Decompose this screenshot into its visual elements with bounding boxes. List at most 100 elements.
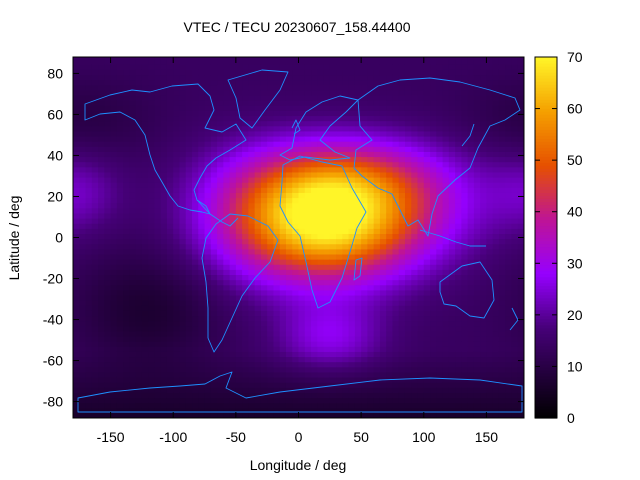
heatmap-cell [79, 259, 87, 265]
heatmap-cell [505, 412, 513, 418]
heatmap-cell [173, 202, 181, 209]
heatmap-cell [430, 361, 437, 368]
heatmap-cell [367, 161, 375, 168]
heatmap-cell [229, 207, 237, 214]
heatmap-cell [498, 376, 506, 383]
heatmap-cell [317, 341, 325, 347]
heatmap-cell [110, 187, 118, 193]
heatmap-cell [91, 156, 99, 163]
heatmap-cell [98, 207, 105, 214]
heatmap-cell [373, 289, 381, 296]
heatmap-cell [173, 207, 181, 214]
heatmap-cell [473, 264, 481, 270]
heatmap-cell [148, 284, 156, 291]
heatmap-cell [192, 279, 199, 286]
heatmap-cell [361, 100, 368, 106]
heatmap-cell [505, 346, 513, 352]
heatmap-cell [235, 69, 243, 76]
heatmap-cell [154, 341, 162, 347]
heatmap-cell [298, 59, 306, 65]
heatmap-cell [455, 315, 462, 322]
heatmap-cell [248, 84, 256, 91]
heatmap-cell [91, 89, 99, 96]
heatmap-cell [260, 146, 268, 152]
heatmap-cell [116, 202, 124, 209]
heatmap-cell [317, 89, 325, 96]
heatmap-cell [242, 279, 249, 286]
heatmap-cell [179, 94, 187, 101]
heatmap-cell [430, 412, 437, 418]
heatmap-cell [354, 412, 362, 418]
heatmap-cell [285, 130, 293, 137]
heatmap-cell [279, 397, 287, 404]
heatmap-cell [480, 141, 488, 147]
heatmap-cell [160, 361, 168, 368]
heatmap-cell [148, 351, 156, 358]
heatmap-cell [135, 356, 143, 363]
heatmap-cell [116, 305, 124, 311]
heatmap-cell [248, 135, 256, 142]
heatmap-cell [129, 315, 137, 322]
heatmap-cell [160, 64, 168, 70]
heatmap-cell [254, 366, 262, 373]
heatmap-cell [110, 253, 118, 260]
heatmap-cell [379, 94, 387, 101]
heatmap-cell [423, 269, 431, 276]
heatmap-cell [242, 243, 249, 250]
heatmap-cell [298, 69, 306, 76]
heatmap-cell [217, 284, 224, 291]
heatmap-cell [379, 192, 387, 199]
heatmap-cell [160, 141, 168, 147]
heatmap-cell [285, 284, 293, 291]
heatmap-cell [267, 366, 275, 373]
heatmap-cell [242, 100, 249, 106]
heatmap-cell [455, 79, 462, 86]
heatmap-cell [173, 284, 181, 291]
heatmap-cell [486, 182, 494, 188]
heatmap-cell [285, 151, 293, 158]
heatmap-cell [242, 412, 249, 418]
heatmap-cell [129, 151, 137, 158]
heatmap-cell [185, 105, 193, 111]
heatmap-cell [505, 94, 513, 101]
heatmap-cell [141, 412, 149, 418]
heatmap-cell [91, 330, 99, 337]
heatmap-cell [98, 259, 105, 265]
heatmap-cell [185, 218, 193, 224]
heatmap-cell [242, 356, 249, 363]
heatmap-cell [423, 279, 431, 286]
heatmap-cell [166, 228, 174, 234]
heatmap-cell [85, 376, 93, 383]
heatmap-cell [311, 325, 318, 332]
heatmap-cell [329, 371, 337, 378]
heatmap-cell [480, 269, 488, 276]
heatmap-cell [398, 305, 406, 311]
heatmap-cell [348, 207, 356, 214]
heatmap-cell [492, 315, 500, 322]
heatmap-cell [110, 397, 118, 404]
heatmap-cell [85, 407, 93, 414]
heatmap-cell [267, 110, 275, 117]
heatmap-cell [223, 376, 231, 383]
heatmap-cell [123, 253, 130, 260]
heatmap-cell [311, 320, 318, 327]
heatmap-cell [229, 176, 237, 183]
heatmap-cell [210, 412, 218, 418]
heatmap-cell [229, 89, 237, 96]
heatmap-cell [411, 192, 419, 199]
heatmap-cell [285, 202, 293, 209]
heatmap-cell [185, 135, 193, 142]
heatmap-cell [73, 325, 80, 332]
heatmap-cell [373, 105, 381, 111]
heatmap-cell [98, 64, 105, 70]
heatmap-cell [254, 166, 262, 173]
heatmap-cell [298, 197, 306, 204]
heatmap-cell [285, 100, 293, 106]
heatmap-cell [467, 351, 475, 358]
heatmap-cell [461, 192, 469, 199]
heatmap-cell [129, 294, 137, 301]
heatmap-cell [323, 89, 331, 96]
heatmap-cell [498, 115, 506, 122]
heatmap-cell [85, 151, 93, 158]
heatmap-cell [242, 300, 249, 306]
